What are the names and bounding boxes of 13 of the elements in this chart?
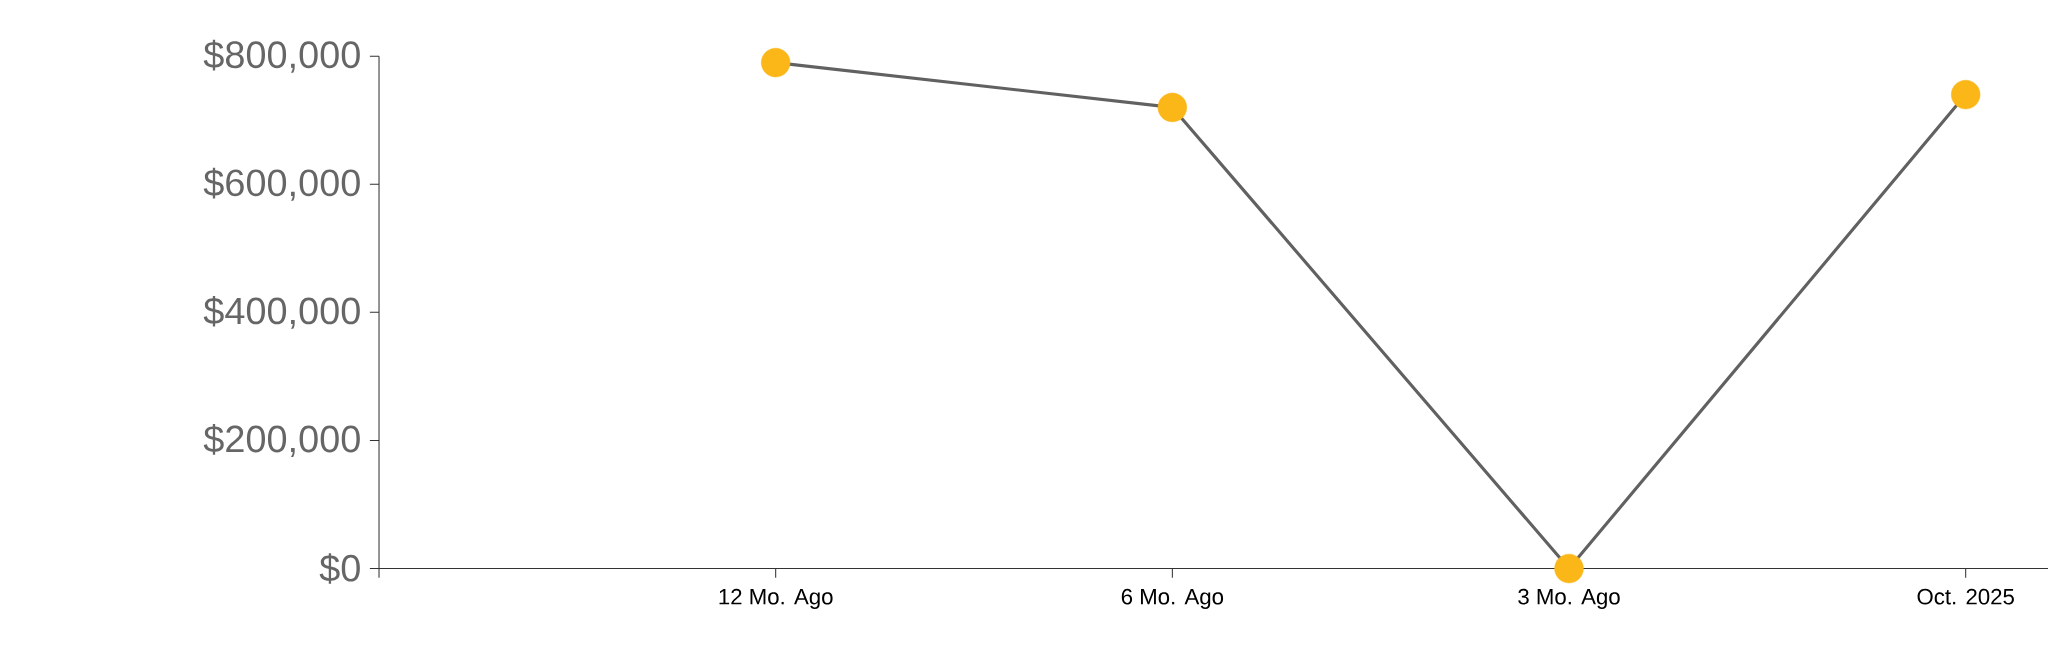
y-tick-label: $200,000	[203, 424, 360, 457]
point	[1554, 553, 1584, 584]
x-tick-label: 3 Mo. Ago	[1518, 588, 1620, 609]
x-tick-label: Oct. 2025	[1917, 588, 2014, 605]
point	[1951, 80, 1981, 110]
x-tick-label: 12 Mo. Ago	[719, 588, 833, 609]
y-tick-label: $600,000	[203, 167, 360, 201]
point	[1157, 92, 1187, 123]
y-tick-label: $0	[319, 553, 360, 584]
y-tick-label: $800,000	[203, 39, 360, 73]
y-tick-label: $400,000	[203, 295, 360, 329]
point	[761, 47, 791, 78]
x-tick-label: 6 Mo. Ago	[1121, 588, 1224, 609]
